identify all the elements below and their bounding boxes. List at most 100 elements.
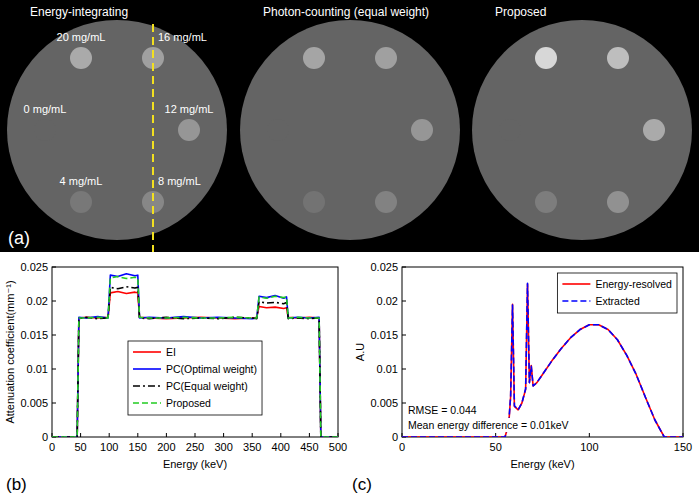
insert xyxy=(643,119,665,141)
y-tick-label: 0.005 xyxy=(370,397,398,409)
series-line xyxy=(52,274,338,437)
y-axis-title: A.U xyxy=(354,343,366,361)
x-tick xyxy=(280,433,281,437)
x-tick xyxy=(195,433,196,437)
x-tick xyxy=(252,433,253,437)
insert xyxy=(70,47,92,69)
image-title: Energy-integrating xyxy=(30,5,128,19)
insert xyxy=(535,191,557,213)
x-tick-label: 400 xyxy=(272,441,290,453)
legend-swatch xyxy=(133,385,161,387)
insert xyxy=(375,47,397,69)
insert-label: 20 mg/mL xyxy=(57,31,106,43)
image-title: Proposed xyxy=(495,5,546,19)
series-line xyxy=(52,291,338,437)
image-title: Photon-counting (equal weight) xyxy=(263,5,429,19)
x-tick xyxy=(223,433,224,437)
y-tick xyxy=(52,267,56,268)
y-tick xyxy=(52,301,56,302)
x-tick-label: 50 xyxy=(490,441,502,453)
x-tick xyxy=(309,433,310,437)
image-background xyxy=(0,0,699,252)
insert xyxy=(303,191,325,213)
y-tick-label: 0 xyxy=(392,431,398,443)
y-tick-label: 0.015 xyxy=(20,329,48,341)
plot-frame xyxy=(52,267,338,437)
phantom xyxy=(7,20,227,240)
page: {"panel_a": {"label": "(a)", "phantom_gr… xyxy=(0,0,699,498)
x-tick xyxy=(80,433,81,437)
insert xyxy=(607,47,629,69)
x-axis-title: Energy (keV) xyxy=(510,458,574,470)
x-tick xyxy=(589,433,590,437)
legend-swatch xyxy=(133,402,161,404)
x-tick xyxy=(109,433,110,437)
y-tick xyxy=(52,335,56,336)
y-tick-label: 0.02 xyxy=(27,295,48,307)
x-tick xyxy=(137,433,138,437)
insert-label: 4 mg/mL xyxy=(60,175,103,187)
series-line xyxy=(52,277,338,437)
insert xyxy=(267,119,289,141)
x-axis-title: Energy (keV) xyxy=(163,458,227,470)
x-tick-label: 150 xyxy=(674,441,692,453)
annotation: Mean energy difference = 0.01keV xyxy=(408,419,569,431)
legend-label: Energy-resolved xyxy=(595,278,672,290)
legend-swatch xyxy=(133,368,161,370)
profile-line xyxy=(152,24,154,252)
legend-label: Extracted xyxy=(595,295,640,307)
x-tick-label: 0 xyxy=(399,441,405,453)
annotation-patch xyxy=(406,403,479,417)
x-tick-label: 100 xyxy=(100,441,118,453)
insert-label: 16 mg/mL xyxy=(158,31,207,43)
legend-swatch xyxy=(562,300,590,302)
insert xyxy=(411,119,433,141)
insert-label: 8 mg/mL xyxy=(158,175,201,187)
phantom-image xyxy=(7,20,227,240)
y-tick-label: 0 xyxy=(42,431,48,443)
y-tick xyxy=(402,301,406,302)
legend-label: Proposed xyxy=(166,397,211,409)
lines xyxy=(52,274,338,437)
x-tick-label: 200 xyxy=(157,441,175,453)
panel-label: (b) xyxy=(6,475,27,494)
series-line xyxy=(52,287,338,437)
y-tick xyxy=(52,369,56,370)
insert xyxy=(178,119,200,141)
y-tick-label: 0.01 xyxy=(377,363,398,375)
y-tick-label: 0.02 xyxy=(377,295,398,307)
x-tick-label: 150 xyxy=(129,441,147,453)
legend-swatch xyxy=(562,283,590,285)
panel-label: (c) xyxy=(352,475,372,494)
insert xyxy=(607,191,629,213)
x-tick-label: 350 xyxy=(243,441,261,453)
y-axis-title: Attenuation coefficient(mm⁻¹) xyxy=(4,280,16,423)
chart: 05010015020025030035040045050000.0050.01… xyxy=(4,261,347,494)
x-tick-label: 250 xyxy=(186,441,204,453)
insert-label: 12 mg/mL xyxy=(165,103,214,115)
y-tick-label: 0.025 xyxy=(370,261,398,273)
panel-label: (a) xyxy=(8,228,30,248)
legend-box xyxy=(128,341,262,415)
insert xyxy=(375,191,397,213)
y-tick xyxy=(52,403,56,404)
legend-label: EI xyxy=(166,346,176,358)
y-tick xyxy=(402,369,406,370)
legend-box xyxy=(557,273,677,313)
insert xyxy=(535,47,557,69)
legend-swatch xyxy=(133,351,161,353)
y-tick xyxy=(402,403,406,404)
y-tick xyxy=(402,335,406,336)
figure: Energy-integrating Photon-counting (equal… xyxy=(0,0,699,498)
x-tick-label: 300 xyxy=(214,441,232,453)
x-tick-label: 100 xyxy=(580,441,598,453)
x-tick-label: 500 xyxy=(329,441,347,453)
y-tick xyxy=(402,267,406,268)
x-tick xyxy=(166,433,167,437)
x-tick-label: 450 xyxy=(300,441,318,453)
insert xyxy=(70,191,92,213)
annotation: RMSE = 0.044 xyxy=(408,404,477,416)
legend-label: PC(Equal weight) xyxy=(166,380,248,392)
y-tick-label: 0.015 xyxy=(370,329,398,341)
y-tick-label: 0.01 xyxy=(27,363,48,375)
